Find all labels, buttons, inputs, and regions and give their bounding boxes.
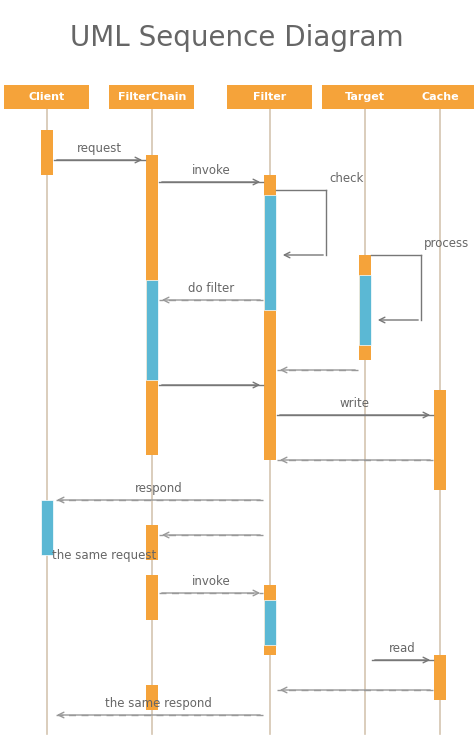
Bar: [434, 655, 446, 700]
Bar: [359, 275, 371, 345]
Text: FilterChain: FilterChain: [118, 92, 186, 102]
Bar: [264, 585, 276, 655]
Bar: [434, 390, 446, 490]
Bar: [398, 85, 474, 109]
Bar: [228, 85, 312, 109]
Bar: [146, 685, 158, 710]
Bar: [109, 85, 194, 109]
Bar: [41, 130, 53, 175]
Text: process: process: [424, 237, 469, 250]
Bar: [146, 155, 158, 455]
Bar: [264, 195, 276, 310]
Bar: [146, 525, 158, 560]
Text: the same respond: the same respond: [105, 697, 212, 710]
Text: Filter: Filter: [254, 92, 287, 102]
Text: read: read: [389, 642, 416, 655]
Bar: [41, 500, 53, 555]
Bar: [359, 255, 371, 360]
Bar: [146, 575, 158, 620]
Text: Client: Client: [29, 92, 65, 102]
Text: do filter: do filter: [188, 282, 234, 295]
Text: Target: Target: [345, 92, 385, 102]
Text: respond: respond: [135, 482, 182, 495]
Text: invoke: invoke: [191, 164, 230, 177]
Bar: [322, 85, 408, 109]
Text: request: request: [77, 142, 122, 155]
Text: check: check: [329, 172, 364, 185]
Bar: [4, 85, 90, 109]
Text: UML Sequence Diagram: UML Sequence Diagram: [70, 24, 404, 52]
Bar: [264, 175, 276, 460]
Text: invoke: invoke: [191, 575, 230, 588]
Bar: [264, 600, 276, 645]
Text: the same request: the same request: [52, 550, 156, 562]
Text: Cache: Cache: [421, 92, 459, 102]
Bar: [146, 280, 158, 380]
Text: write: write: [340, 397, 370, 410]
